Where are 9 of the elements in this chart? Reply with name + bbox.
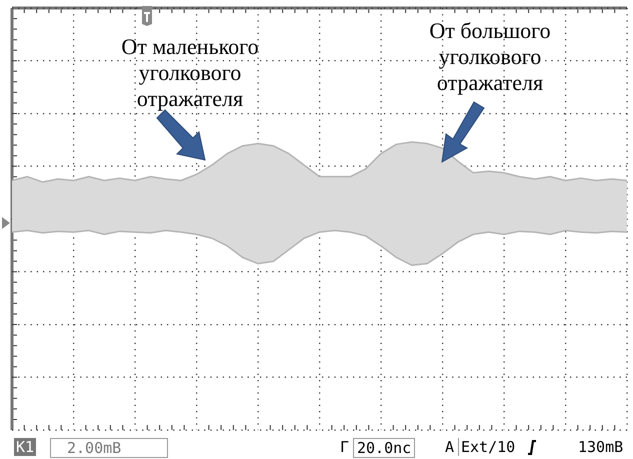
text: K1 <box>14 438 36 456</box>
text: От большого уголкового отражателя <box>428 18 552 96</box>
text: От маленького уголкового отражателя <box>120 34 260 112</box>
text: Г <box>340 438 350 456</box>
text: A <box>445 438 454 456</box>
text: 2.00mB <box>50 438 168 458</box>
text: 20.0nc <box>353 438 416 458</box>
text: 130mB <box>578 438 624 456</box>
text: Ext/10 <box>458 438 516 456</box>
